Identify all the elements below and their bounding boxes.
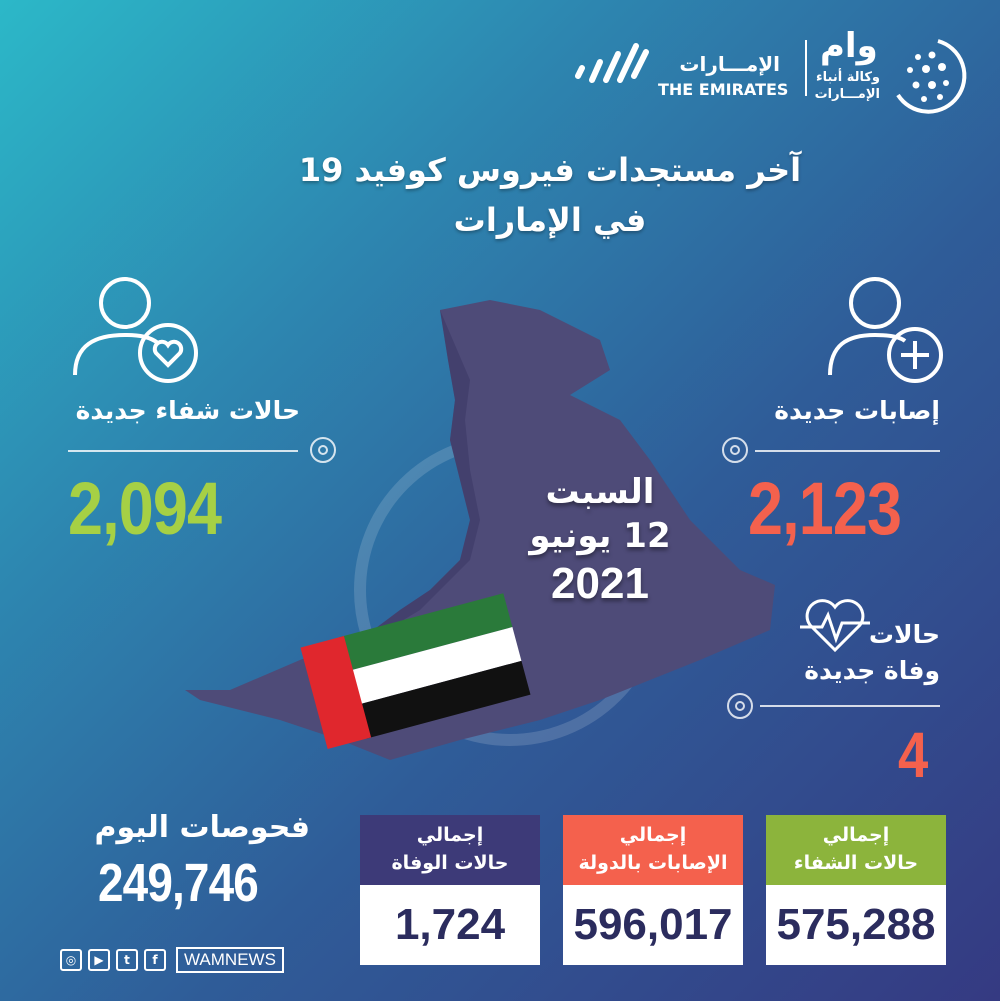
heartbeat-icon <box>800 595 870 655</box>
divider <box>755 450 940 452</box>
card-title-2: حالات الشفاء <box>793 852 919 874</box>
divider <box>68 450 298 452</box>
total-cases-card: إجمالي الإصابات بالدولة 596,017 <box>563 815 743 965</box>
recoveries-label: حالات شفاء جديدة <box>75 396 300 425</box>
emirates-logo-mark <box>574 40 654 90</box>
card-title-1: إجمالي <box>416 824 484 846</box>
target-icon <box>722 437 748 463</box>
wam-logo-sub1: وكالة أنباء <box>816 70 880 85</box>
uae-flag <box>300 593 531 750</box>
instagram-icon[interactable]: ◎ <box>60 949 82 971</box>
total-deaths-value: 1,724 <box>360 885 540 965</box>
wam-logo-text: وام <box>820 26 878 66</box>
date-block: السبت 12 يونيو 2021 <box>500 470 700 610</box>
deaths-label-2: وفاة جديدة <box>804 656 940 685</box>
title-line-1: آخر مستجدات فيروس كوفيد 19 <box>298 151 802 189</box>
tests-label: فحوصات اليوم <box>94 810 310 845</box>
new-cases-label: إصابات جديدة <box>774 396 940 425</box>
youtube-icon[interactable]: ▶ <box>88 949 110 971</box>
facebook-icon[interactable]: f <box>144 949 166 971</box>
divider <box>760 705 940 707</box>
card-title-1: إجمالي <box>619 824 687 846</box>
date-year: 2021 <box>551 559 649 608</box>
recoveries-value: 2,094 <box>68 467 222 550</box>
emirates-logo-en: THE EMIRATES <box>658 80 789 99</box>
deaths-label-1: حالات <box>868 620 940 649</box>
person-plus-icon <box>825 265 955 385</box>
total-recoveries-card: إجمالي حالات الشفاء 575,288 <box>766 815 946 965</box>
total-deaths-card: إجمالي حالات الوفاة 1,724 <box>360 815 540 965</box>
wam-globe-icon <box>888 35 968 115</box>
twitter-icon[interactable]: t <box>116 949 138 971</box>
total-recoveries-value: 575,288 <box>766 885 946 965</box>
tests-value: 249,746 <box>98 853 259 913</box>
card-title-2: الإصابات بالدولة <box>578 852 728 874</box>
target-icon <box>727 693 753 719</box>
date-day: السبت <box>545 472 655 512</box>
total-cases-value: 596,017 <box>563 885 743 965</box>
new-cases-value: 2,123 <box>748 467 902 550</box>
person-heart-icon <box>70 265 200 385</box>
date-date: 12 يونيو <box>529 516 671 556</box>
title-line-2: في الإمارات <box>453 201 647 239</box>
card-title-1: إجمالي <box>822 824 890 846</box>
emirates-logo-ar: الإمـــارات <box>679 52 780 76</box>
social-handle: WAMNEWS <box>176 947 284 973</box>
deaths-value: 4 <box>898 719 928 791</box>
target-icon <box>310 437 336 463</box>
wam-logo-sub2: الإمـــارات <box>814 87 880 102</box>
card-title-2: حالات الوفاة <box>391 852 509 874</box>
logo-divider <box>805 40 807 96</box>
